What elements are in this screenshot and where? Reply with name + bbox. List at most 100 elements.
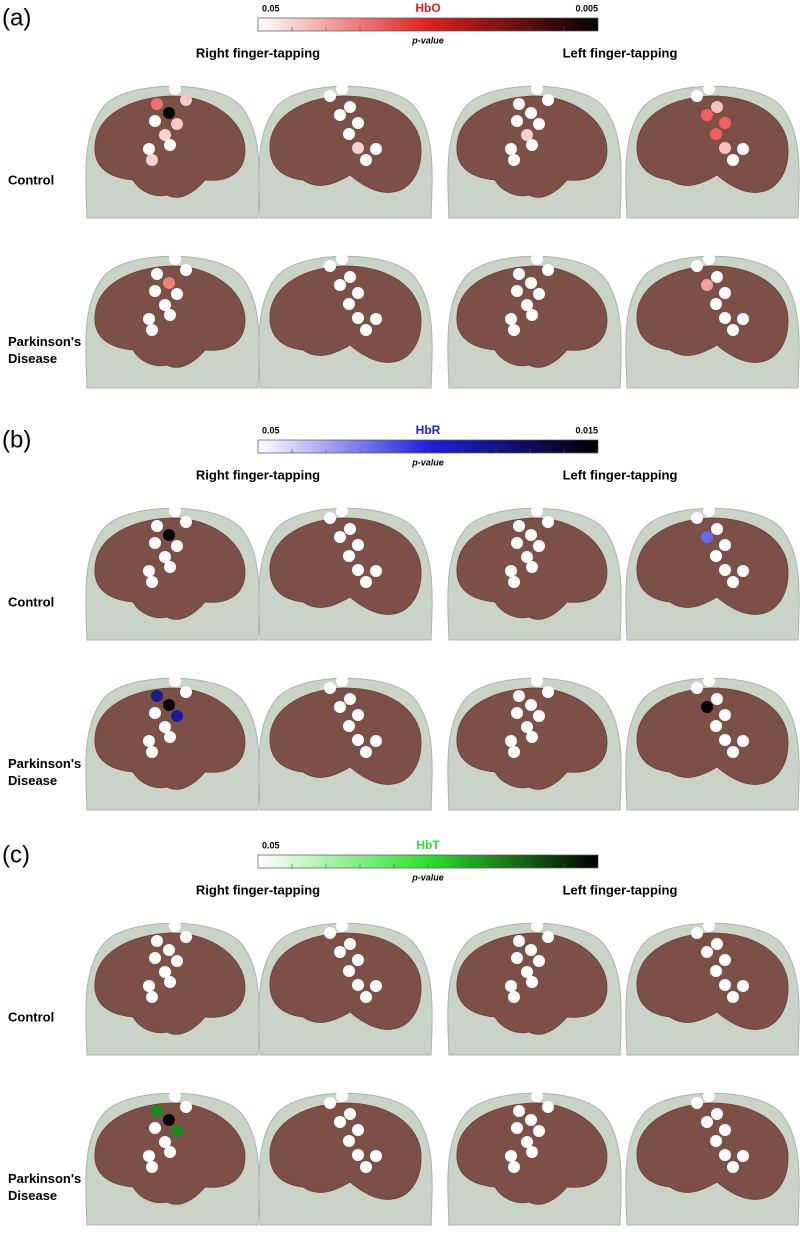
channel [343,720,355,732]
head [258,920,433,1056]
channel [691,260,703,272]
channel [727,576,739,588]
column-title: Right finger-tapping [196,882,320,897]
channel [511,707,523,719]
channel [513,268,525,280]
channel [531,505,543,517]
channel [336,253,348,265]
channel [149,1122,161,1134]
head [85,505,260,641]
head [625,253,800,389]
head [258,505,433,641]
channel [149,537,161,549]
channel [164,731,176,743]
channel [542,516,554,528]
channel [352,1149,364,1161]
channel [521,551,533,563]
channel [719,979,731,991]
channel [737,1150,749,1162]
channel [505,1150,517,1162]
channel [511,115,523,127]
channel [164,139,176,151]
column-title: Right finger-tapping [196,467,320,482]
channel [508,576,520,588]
channel [542,1101,554,1113]
channel [151,520,163,532]
channel [737,565,749,577]
channel [344,101,356,113]
channel [727,746,739,758]
column-title: Right finger-tapping [196,45,320,60]
colorbar-min: 0.05 [262,425,280,435]
channel [505,313,517,325]
channel [164,561,176,573]
channel [526,309,538,321]
channel [513,98,525,110]
head [85,253,260,389]
channel [146,1161,158,1173]
channel [533,118,545,130]
channel [737,313,749,325]
channel [719,709,731,721]
channel [180,1101,192,1113]
column-title: Left finger-tapping [563,467,678,482]
channel [521,299,533,311]
channel [513,935,525,947]
channel [691,512,703,524]
channel [171,540,183,552]
row-label: Disease [8,1188,57,1203]
head [447,83,622,219]
channel [542,931,554,943]
channel [531,675,543,687]
channel [531,253,543,265]
head [85,675,260,811]
head [447,920,622,1056]
channel [703,920,715,932]
channel [352,312,364,324]
channel [703,675,715,687]
channel [159,1136,171,1148]
channel [531,83,543,95]
channel [149,707,161,719]
channel [505,143,517,155]
channel [336,675,348,687]
channel [710,550,722,562]
channel [324,512,336,524]
channel [719,564,731,576]
channel [703,83,715,95]
channel [711,101,723,113]
channel [352,979,364,991]
channel [151,98,163,110]
channel [542,264,554,276]
head [625,505,800,641]
channel [151,690,163,702]
head [447,1090,622,1226]
head [447,675,622,811]
channel [521,721,533,733]
channel [719,117,731,129]
channel [511,952,523,964]
channel [352,564,364,576]
channel [180,686,192,698]
channel [533,710,545,722]
channel [727,154,739,166]
channel [149,285,161,297]
channel [163,107,175,119]
channel [164,309,176,321]
channel [526,976,538,988]
channel [531,920,543,932]
channel [159,966,171,978]
channel [525,1114,537,1126]
channel [525,529,537,541]
channel [701,531,713,543]
channel [508,324,520,336]
colorbar-min: 0.05 [262,840,280,850]
channel [169,253,181,265]
head [625,920,800,1056]
column-title: Left finger-tapping [563,45,678,60]
channel [344,693,356,705]
channel [143,313,155,325]
channel [324,90,336,102]
channel [710,965,722,977]
